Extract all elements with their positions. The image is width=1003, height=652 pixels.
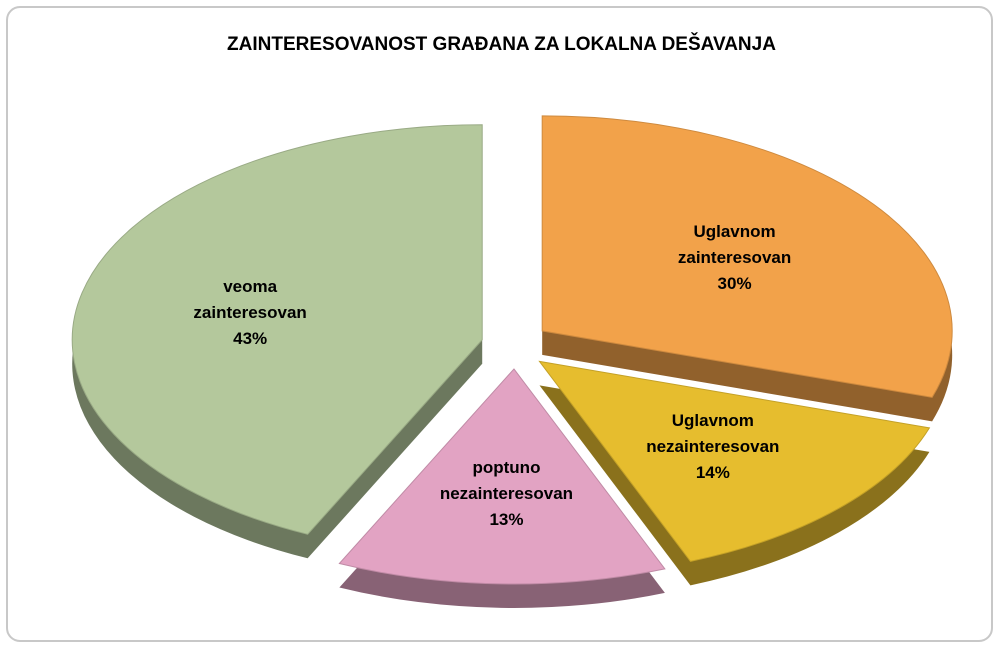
slice (71, 124, 483, 535)
data-label: Uglavnom nezainteresovan 14% (628, 408, 798, 486)
chart-frame (6, 6, 993, 642)
label-category: poptuno nezainteresovan (439, 457, 574, 503)
label-category: Uglavnom zainteresovan (677, 221, 792, 267)
slice (338, 368, 666, 585)
slice (538, 360, 931, 562)
label-value: 43% (233, 328, 268, 348)
chart-title: ZAINTERESOVANOST GRAĐANA ZA LOKALNA DEŠA… (227, 34, 776, 55)
label-category: veoma zainteresovan (193, 276, 307, 322)
label-value: 30% (717, 273, 752, 293)
label-value: 14% (695, 462, 730, 482)
label-value: 13% (489, 509, 524, 529)
data-label: veoma zainteresovan 43% (165, 274, 335, 352)
data-label: poptuno nezainteresovan 13% (421, 455, 591, 533)
data-label: Uglavnom zainteresovan 30% (650, 219, 820, 297)
slice (541, 115, 953, 398)
label-category: Uglavnom nezainteresovan (646, 410, 780, 456)
